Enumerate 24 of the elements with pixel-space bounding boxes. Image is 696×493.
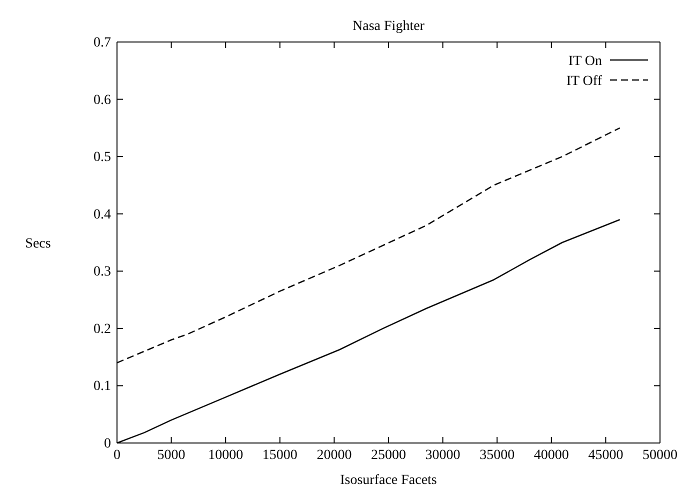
legend-label: IT On (568, 54, 602, 69)
y-tick-label: 0.1 (94, 379, 111, 394)
y-tick-label: 0.4 (94, 207, 111, 222)
y-tick-label: 0.6 (94, 92, 111, 108)
x-tick-label: 45000 (588, 448, 624, 463)
x-tick-label: 50000 (642, 448, 678, 463)
y-tick-label: 0.3 (94, 264, 111, 280)
x-tick-label: 0 (114, 448, 120, 463)
x-tick-label: 10000 (208, 448, 244, 463)
x-tick-label: 40000 (534, 448, 569, 463)
y-tick-label: 0.2 (94, 322, 111, 337)
y-axis-title: Secs (25, 236, 51, 252)
legend-label: IT Off (566, 74, 602, 89)
x-tick-label: 30000 (425, 448, 460, 463)
chart-title: Nasa Fighter (352, 19, 425, 34)
x-tick-label: 5000 (157, 448, 186, 463)
y-tick-label: 0.5 (94, 150, 111, 166)
x-tick-label: 15000 (262, 448, 298, 463)
x-tick-label: 35000 (480, 448, 515, 463)
x-tick-label: 25000 (371, 448, 406, 463)
x-axis-title: Isosurface Facets (340, 473, 437, 488)
y-tick-label: 0 (104, 436, 111, 452)
x-tick-label: 20000 (316, 448, 352, 463)
y-tick-label: 0.7 (94, 35, 111, 50)
